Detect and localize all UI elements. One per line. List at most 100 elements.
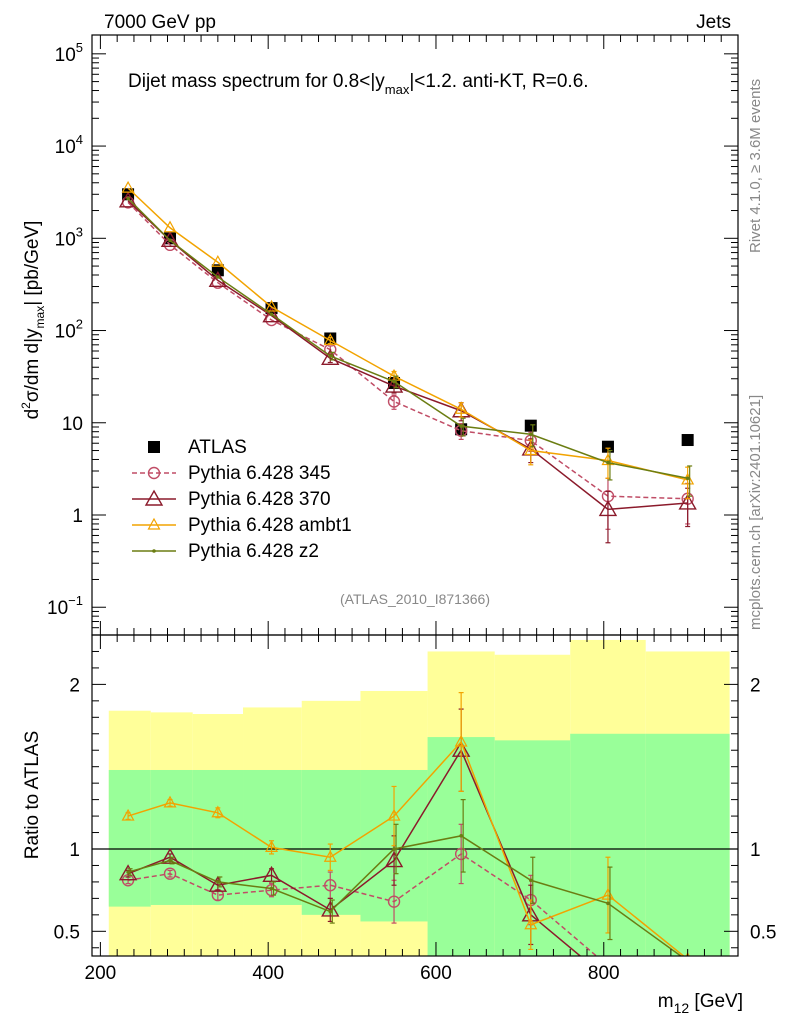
series-ambt1 xyxy=(121,180,695,500)
point-370 xyxy=(144,489,164,506)
point-ambt1 xyxy=(601,453,615,466)
point-ambt1 xyxy=(681,472,695,485)
legend-label: ATLAS xyxy=(188,437,247,458)
y-tick-label: 105 xyxy=(55,40,83,66)
point-370 xyxy=(680,971,696,985)
point-370 xyxy=(118,191,138,208)
band-inner xyxy=(150,769,193,905)
point-z2 xyxy=(269,312,274,317)
point-ambt1 xyxy=(601,887,615,900)
point-370 xyxy=(321,900,340,917)
series-line xyxy=(127,201,688,500)
ratio-frame xyxy=(91,634,739,957)
atlas-point xyxy=(211,264,224,277)
point-z2 xyxy=(606,460,610,465)
point-ambt1 xyxy=(163,220,177,233)
legend-label: Pythia 6.428 ambt1 xyxy=(188,515,352,536)
x-tick-label: 400 xyxy=(252,963,284,984)
x-tick-label: 200 xyxy=(85,963,117,984)
series-line xyxy=(127,197,688,480)
series-line xyxy=(127,200,688,511)
point-z2 xyxy=(392,847,396,851)
x-tick-label: 800 xyxy=(588,963,620,984)
point-ambt1 xyxy=(147,517,161,530)
point-ambt1 xyxy=(323,333,337,346)
point-z2 xyxy=(328,909,333,914)
point-z2 xyxy=(606,901,610,906)
mcplots-label: mcplots.cern.ch [arXiv:2401.10621] xyxy=(747,395,764,630)
atlas-point xyxy=(148,441,160,453)
point-345 xyxy=(682,970,693,981)
atlas-point xyxy=(681,434,694,447)
series-line xyxy=(127,740,685,956)
point-370 xyxy=(598,499,618,517)
point-z2 xyxy=(216,275,220,279)
x-axis-label: m12 [GeV] xyxy=(658,991,743,1016)
band-inner xyxy=(494,740,571,956)
point-ambt1 xyxy=(121,808,135,821)
point-z2 xyxy=(686,959,690,963)
point-z2 xyxy=(168,238,172,243)
point-345 xyxy=(324,879,337,892)
legend-label: Pythia 6.428 345 xyxy=(188,463,331,484)
ratio-panel: 0.5 0.5 1 1 2 2 200 400 600 800 Ratio to ATLAS xyxy=(22,634,776,985)
main-title: Dijet mass spectrum for 0.8<|ymax|<1.2. … xyxy=(128,71,589,97)
point-ambt1 xyxy=(454,734,468,747)
point-ambt1 xyxy=(211,254,225,267)
process-label: Jets xyxy=(696,12,731,33)
point-z2 xyxy=(126,196,130,201)
y-tick-label: 10 xyxy=(62,414,83,435)
point-z2 xyxy=(528,878,533,883)
point-370 xyxy=(384,851,404,868)
point-ambt1 xyxy=(265,299,279,312)
atlas-point xyxy=(122,188,135,201)
point-z2 xyxy=(392,379,396,384)
series-atlas xyxy=(122,188,694,453)
point-ambt1 xyxy=(454,402,468,414)
point-370 xyxy=(208,875,228,892)
reference-label: (ATLAS_2010_I871366) xyxy=(340,591,490,607)
rivet-label: Rivet 4.1.0, ≥ 3.6M events xyxy=(747,79,764,253)
point-345 xyxy=(147,466,161,480)
series-line xyxy=(127,853,598,956)
point-ambt1 xyxy=(387,808,401,821)
point-345 xyxy=(163,867,177,880)
point-z2 xyxy=(328,354,333,358)
series-z2 xyxy=(126,196,693,497)
series-ambt1 xyxy=(121,692,690,956)
point-370 xyxy=(118,864,138,881)
point-z2 xyxy=(269,886,274,891)
ratio-y-tick-label: 0.5 xyxy=(54,922,80,943)
point-ambt1 xyxy=(524,443,538,456)
y-tick-label: 10−1 xyxy=(47,593,83,619)
y-tick-label: 102 xyxy=(55,317,83,343)
ratio-y-tick-label: 1 xyxy=(69,840,80,861)
point-370 xyxy=(160,230,180,248)
x-tick-label: 600 xyxy=(420,963,452,984)
ratio-y-tick-label-right: 0.5 xyxy=(750,922,776,943)
point-z2 xyxy=(459,424,463,428)
point-ambt1 xyxy=(211,805,225,818)
ratio-axes: 0.5 0.5 1 1 2 2 200 400 600 800 xyxy=(54,635,776,984)
atlas-point xyxy=(524,419,537,432)
point-345 xyxy=(454,847,468,861)
point-370 xyxy=(678,493,697,510)
point-345 xyxy=(387,395,401,408)
legend-label: Pythia 6.428 370 xyxy=(188,489,331,510)
y-tick-label: 1 xyxy=(72,506,83,527)
point-345 xyxy=(387,895,401,908)
point-z2 xyxy=(528,432,533,437)
main-ylabel: d2σ/dm d|ymax| [pb/GeV] xyxy=(19,221,47,420)
point-370 xyxy=(262,306,281,323)
ratio-series-layer xyxy=(92,692,738,985)
point-z2 xyxy=(685,476,690,481)
ratio-ylabel: Ratio to ATLAS xyxy=(22,731,43,860)
beam-label: 7000 GeV pp xyxy=(104,12,216,33)
series-z2 xyxy=(126,799,690,963)
point-ambt1 xyxy=(524,917,538,930)
atlas-point xyxy=(164,232,177,245)
point-ambt1 xyxy=(121,180,135,193)
ratio-bands xyxy=(108,639,730,956)
